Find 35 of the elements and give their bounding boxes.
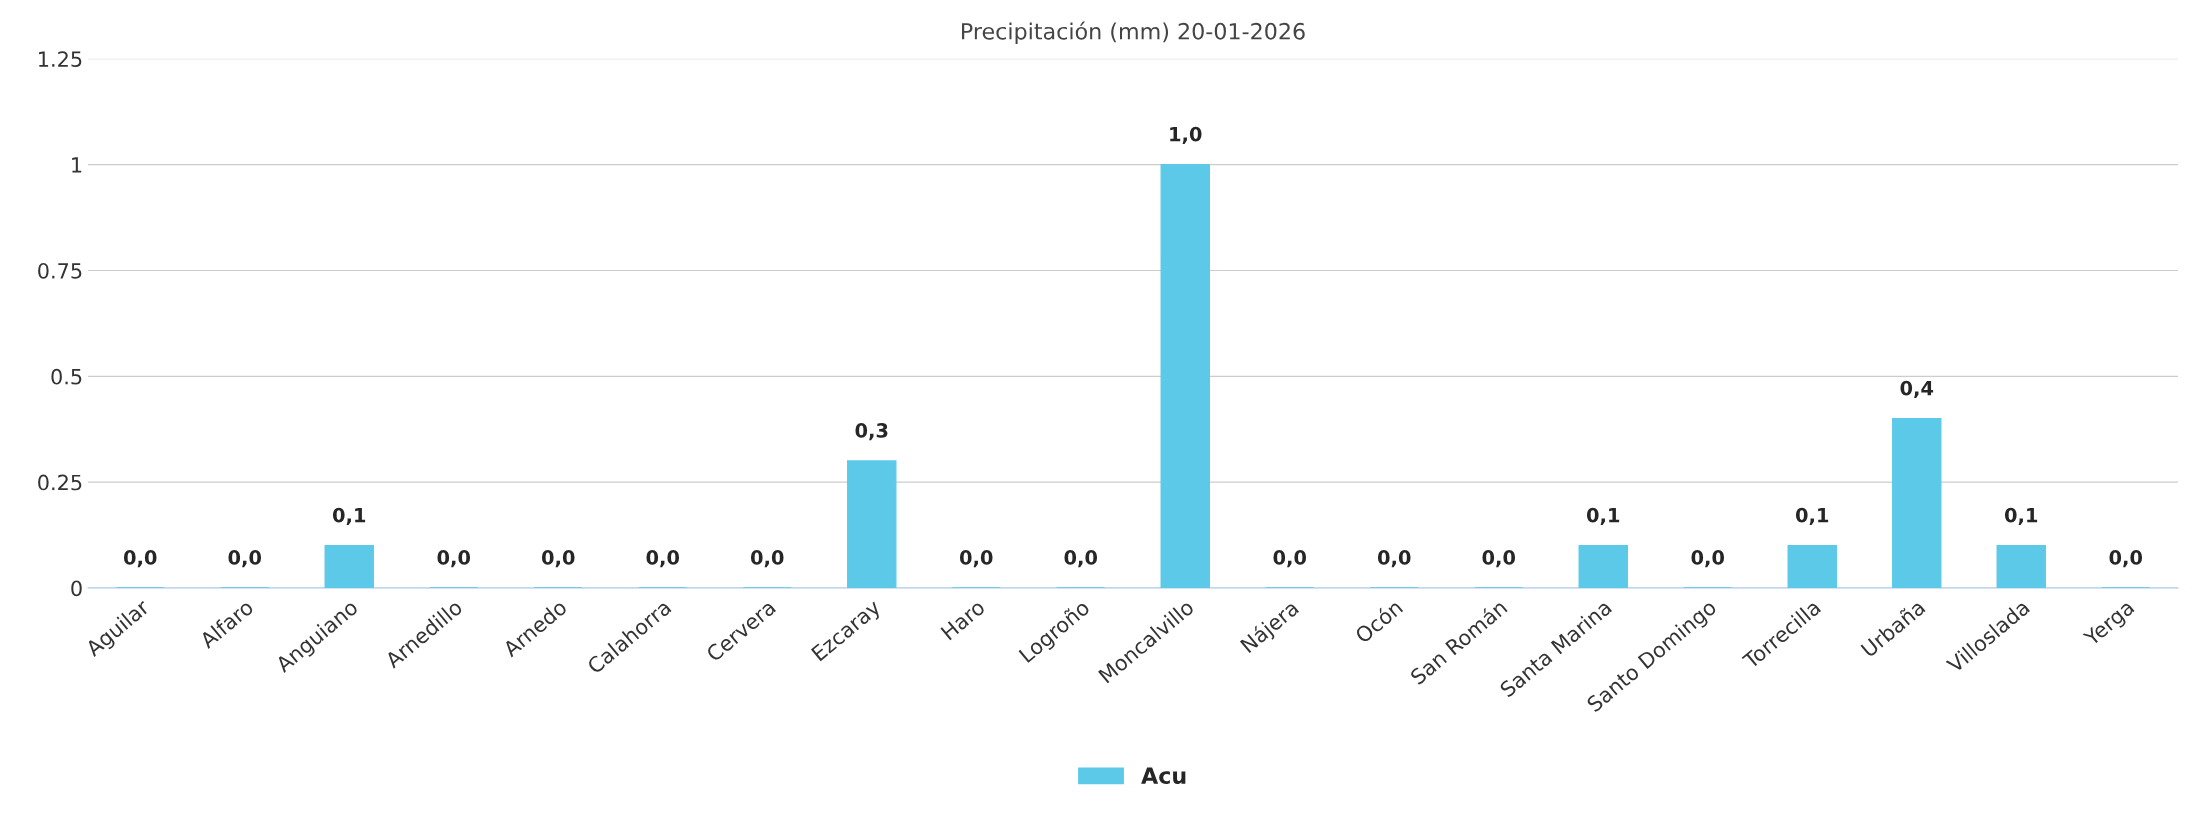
data-label: 0,0 [750, 550, 784, 568]
data-label: 0,4 [1900, 380, 1934, 398]
data-label: 0,0 [2109, 550, 2143, 568]
y-tick-label: 0.75 [38, 262, 82, 279]
data-label: 0,1 [332, 507, 366, 525]
bar [847, 460, 897, 588]
data-label: 0,0 [1273, 550, 1307, 568]
chart-title: Precipitación (mm) 20-01-2026 [962, 21, 1305, 44]
y-tick-label: 0.25 [38, 474, 82, 491]
bar [1996, 544, 2046, 588]
data-label: 0,0 [646, 550, 680, 568]
data-label: 0,0 [1377, 550, 1411, 568]
data-label: 0,0 [228, 550, 262, 568]
data-label: 0,0 [437, 550, 471, 568]
bar [1892, 417, 1942, 588]
y-tick-label: 1.25 [39, 51, 82, 68]
data-label: 0,0 [541, 550, 575, 568]
data-label: 0,1 [2004, 507, 2038, 525]
bar [324, 544, 374, 588]
y-tick-label: 0.5 [51, 368, 82, 385]
data-label: 0,1 [1795, 507, 1829, 525]
data-label: 0,0 [1691, 550, 1725, 568]
data-label: 0,0 [123, 550, 157, 568]
legend-label: Acu [1141, 767, 1186, 784]
bar [1578, 544, 1628, 588]
bar [1787, 544, 1837, 588]
data-label: 0,0 [1482, 550, 1516, 568]
y-tick-label: 0 [71, 580, 82, 597]
bar [1160, 163, 1210, 588]
data-label: 0,1 [1586, 507, 1620, 525]
data-label: 0,3 [855, 423, 888, 441]
data-label: 0,0 [959, 550, 993, 568]
y-tick-label: 1 [72, 157, 82, 173]
data-label: 1,0 [1170, 126, 1202, 144]
data-label: 0,0 [1064, 550, 1098, 568]
